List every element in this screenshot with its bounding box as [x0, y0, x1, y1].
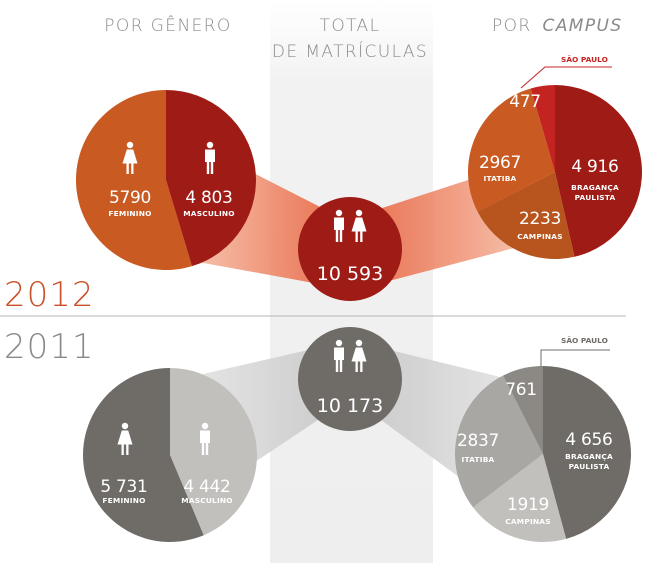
- pie-campus-2012: [467, 85, 642, 259]
- total-2012: 10 593: [317, 263, 383, 285]
- label-braganca-2012-line2: PAULISTA: [575, 193, 616, 202]
- label-masculino-2011: MASCULINO: [181, 496, 233, 505]
- label-masculino-2012: MASCULINO: [183, 209, 235, 218]
- pie-slice-masculino: [170, 368, 258, 536]
- callout-saopaulo-2011: SÃO PAULO: [561, 336, 608, 345]
- pie-slice-feminino: [83, 368, 204, 542]
- label-braganca-2011-line2: PAULISTA: [569, 462, 610, 471]
- label-itatiba-2011: ITATIBA: [462, 455, 495, 464]
- label-feminino-2012: FEMININO: [108, 209, 151, 218]
- label-itatiba-2012: ITATIBA: [484, 174, 517, 183]
- value-campinas-2012: 2233: [519, 209, 561, 229]
- header-campus: POR CAMPUS: [492, 16, 623, 36]
- year-2011-label: 2011: [4, 327, 95, 367]
- value-saopaulo-2012: 477: [509, 92, 541, 112]
- value-braganca-2011: 4 656: [565, 430, 612, 450]
- label-campinas-2011: CAMPINAS: [505, 517, 551, 526]
- pie-slice-campinas: [477, 172, 575, 259]
- value-masculino-2012: 4 803: [185, 188, 232, 208]
- pie-gender-2011: [83, 368, 258, 542]
- value-saopaulo-2011: 761: [505, 380, 537, 400]
- pie-slice-feminino: [75, 89, 192, 270]
- header-campus-prefix: POR: [492, 16, 532, 36]
- pie-slice-masculino: [166, 90, 256, 267]
- value-itatiba-2011: 2837: [457, 431, 499, 451]
- pie-slice-s-o-paulo: [503, 366, 543, 454]
- label-feminino-2011: FEMININO: [102, 496, 145, 505]
- pie-slice-bragan-a-paulista: [543, 366, 632, 539]
- value-campinas-2011: 1919: [507, 495, 549, 515]
- header-gender: POR GÊNERO: [104, 14, 231, 36]
- label-braganca-2012-line1: BRAGANÇA: [571, 183, 619, 192]
- value-braganca-2012: 4 916: [571, 157, 618, 177]
- total-circle-2012: [298, 197, 402, 301]
- pie-campus-2011: [454, 366, 632, 543]
- header-campus-word: CAMPUS: [542, 16, 622, 36]
- value-masculino-2011: 4 442: [183, 477, 230, 497]
- value-feminino-2011: 5 731: [100, 477, 147, 497]
- value-feminino-2012: 5790: [109, 188, 151, 208]
- pie-slice-s-o-paulo: [530, 85, 555, 172]
- total-circle-2011: [298, 327, 402, 431]
- label-braganca-2011-line1: BRAGANÇA: [565, 452, 613, 461]
- pie-slice-campinas: [473, 454, 567, 543]
- value-itatiba-2012: 2967: [479, 153, 521, 173]
- total-2011: 10 173: [317, 395, 383, 417]
- label-campinas-2012: CAMPINAS: [517, 232, 563, 241]
- year-2012-label: 2012: [4, 275, 95, 315]
- pie-gender-2012: [75, 89, 256, 270]
- header-total-line1: TOTAL: [320, 16, 381, 36]
- pie-slice-bragan-a-paulista: [555, 85, 642, 257]
- callout-line-saopaulo-2011: [540, 349, 610, 367]
- header-total-line2: DE MATRÍCULAS: [272, 40, 428, 62]
- pie-slice-itatiba: [454, 375, 543, 508]
- pie-slice-itatiba: [467, 88, 555, 212]
- callout-saopaulo-2012: SÃO PAULO: [561, 55, 608, 64]
- callout-line-saopaulo-2012: [520, 66, 612, 89]
